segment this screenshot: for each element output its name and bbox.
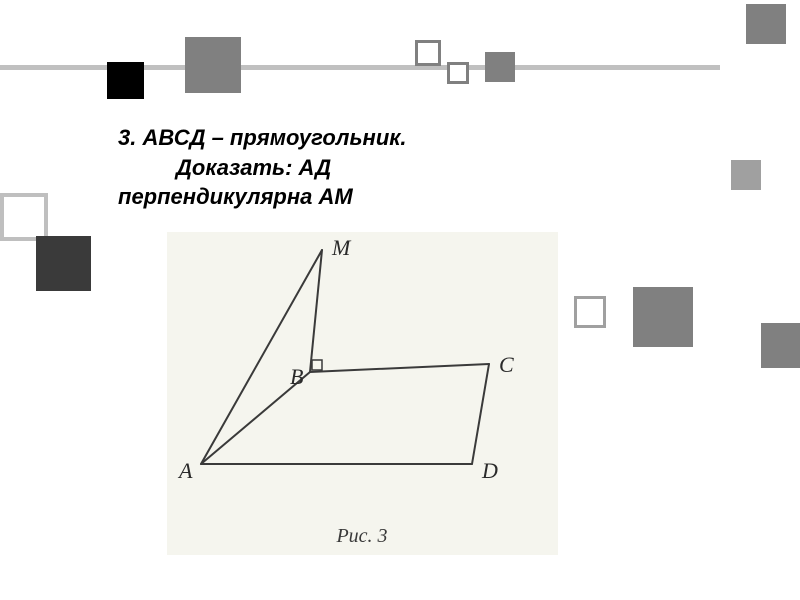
- svg-text:M: M: [331, 235, 352, 260]
- decorative-square: [731, 160, 761, 190]
- decorative-square: [107, 62, 144, 99]
- svg-text:B: B: [290, 364, 303, 389]
- decorative-square: [485, 52, 515, 82]
- decorative-square: [185, 37, 241, 93]
- geometry-figure: M B C A D Рис. 3: [167, 232, 558, 555]
- figure-svg: M B C A D Рис. 3: [167, 232, 558, 555]
- decorative-square: [633, 287, 693, 347]
- svg-text:Рис. 3: Рис. 3: [335, 525, 387, 547]
- decorative-square: [746, 4, 786, 44]
- decorative-square: [761, 323, 800, 368]
- problem-statement: 3. АВСД – прямоугольник. Доказать: АД пе…: [118, 123, 678, 212]
- svg-text:A: A: [177, 458, 193, 483]
- svg-text:D: D: [481, 458, 498, 483]
- decorative-square: [36, 236, 91, 291]
- decorative-square: [0, 193, 48, 241]
- decorative-square: [415, 40, 441, 66]
- problem-line-1: 3. АВСД – прямоугольник.: [118, 123, 678, 153]
- problem-line-3: перпендикулярна АМ: [118, 182, 678, 212]
- decorative-square: [574, 296, 606, 328]
- svg-text:C: C: [499, 352, 514, 377]
- decorative-square: [447, 62, 469, 84]
- problem-line-2: Доказать: АД: [118, 153, 678, 183]
